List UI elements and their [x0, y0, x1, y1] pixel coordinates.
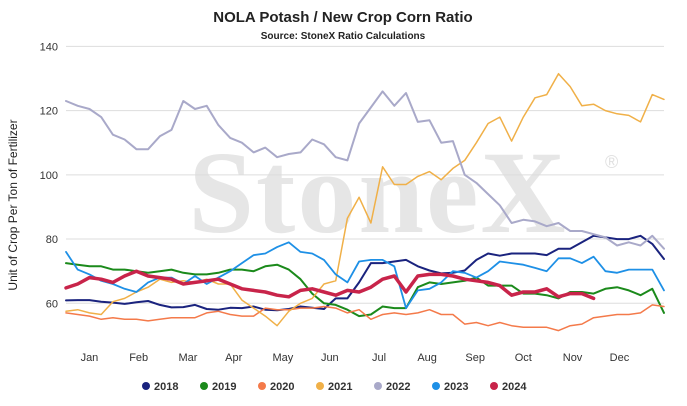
series-line-2024 [64, 269, 596, 301]
legend-marker-2022 [374, 382, 382, 390]
x-tick-label: Jul [372, 352, 386, 364]
x-tick-label: Jan [81, 352, 99, 364]
x-tick-label: Aug [417, 352, 437, 364]
gridlines [66, 45, 664, 304]
legend-label-2024: 2024 [502, 381, 527, 393]
legend-label-2020: 2020 [270, 381, 294, 393]
series-line-2020 [65, 304, 665, 332]
legend-marker-2019 [200, 382, 208, 390]
legend-marker-2018 [142, 382, 150, 390]
x-tick-label: Nov [563, 352, 583, 364]
x-tick-label: Apr [225, 352, 242, 364]
legend-marker-2023 [432, 382, 440, 390]
series-line-2018 [65, 234, 665, 312]
x-tick-label: Sep [465, 352, 485, 364]
legend-label-2019: 2019 [212, 381, 236, 393]
legend-label-2022: 2022 [386, 381, 410, 393]
x-tick-label: Feb [129, 352, 148, 364]
legend-label-2021: 2021 [328, 381, 352, 393]
series-line-2022 [65, 90, 665, 250]
y-tick-label: 140 [40, 41, 58, 53]
y-tick-label: 80 [46, 234, 58, 246]
x-tick-label: Mar [178, 352, 197, 364]
legend-marker-2021 [316, 382, 324, 390]
y-axis-ticks: 60 80 100 120 140 [40, 41, 58, 310]
y-tick-label: 100 [40, 170, 58, 182]
series-line-2021 [65, 72, 665, 327]
legend-label-2023: 2023 [444, 381, 468, 393]
x-tick-label: Dec [610, 352, 630, 364]
x-axis-ticks: Jan Feb Mar Apr May Jun Jul Aug Sep Oct Nov Dec [81, 352, 630, 364]
series-lines [64, 72, 665, 332]
y-tick-label: 120 [40, 106, 58, 118]
legend-label-2018: 2018 [154, 381, 178, 393]
watermark-registered-mark: ® [605, 152, 618, 172]
x-tick-label: Jun [321, 352, 339, 364]
x-tick-label: Oct [515, 352, 532, 364]
y-tick-label: 60 [46, 298, 58, 310]
chart-title: NOLA Potash / New Crop Corn Ratio [213, 9, 472, 26]
chart-subtitle: Source: StoneX Ratio Calculations [261, 31, 426, 42]
x-tick-label: May [273, 352, 294, 364]
legend-marker-2024 [490, 382, 498, 390]
legend-marker-2020 [258, 382, 266, 390]
legend: 2018 2019 2020 2021 2022 2023 2024 [142, 381, 527, 393]
y-axis-title: Unit of Crop Per Ton of Fertilizer [6, 119, 20, 290]
